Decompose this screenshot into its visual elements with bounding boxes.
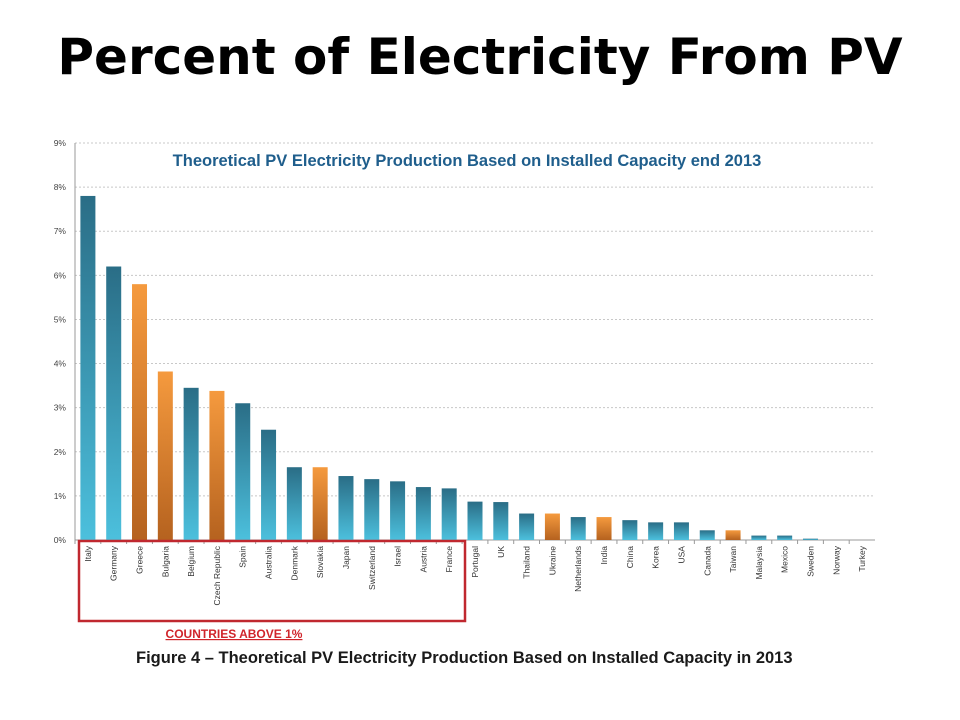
x-tick-label: Norway (831, 545, 841, 575)
bar-czech-republic (209, 390, 225, 540)
y-tick-label: 2% (54, 447, 67, 457)
bar-france (441, 488, 457, 540)
bar-switzerland (364, 479, 380, 540)
x-tick-label: Portugal (470, 546, 480, 578)
bar-taiwan (725, 530, 741, 540)
bar-belgium (183, 387, 199, 540)
y-tick-label: 8% (54, 182, 67, 192)
bar-greece (132, 284, 148, 540)
x-tick-label: Switzerland (367, 546, 377, 590)
x-tick-label: Austria (418, 546, 428, 573)
countries-above-annotation: COUNTRIES ABOVE 1% (166, 627, 303, 641)
bar-china (622, 520, 638, 540)
y-tick-label: 3% (54, 403, 67, 413)
y-tick-label: 9% (54, 138, 67, 148)
x-tick-label: Ukraine (547, 546, 557, 576)
bar-spain (235, 403, 251, 540)
bar-india (596, 517, 612, 540)
bar-bulgaria (157, 371, 173, 540)
x-tick-label: Italy (83, 545, 93, 561)
bar-ukraine (544, 513, 560, 540)
bar-thailand (519, 513, 535, 540)
bar-usa (673, 522, 689, 540)
x-tick-label: USA (676, 546, 686, 564)
x-tick-label: Malaysia (754, 546, 764, 580)
bar-netherlands (570, 517, 586, 540)
x-tick-label: India (599, 546, 609, 565)
x-tick-label: Netherlands (573, 546, 583, 592)
gridlines (74, 142, 875, 544)
x-tick-label: Australia (264, 546, 274, 579)
bar-italy (80, 195, 96, 540)
y-tick-label: 5% (54, 314, 67, 324)
chart-title: Theoretical PV Electricity Production Ba… (173, 152, 762, 170)
x-tick-label: Czech Republic (212, 545, 222, 605)
bar-mexico (777, 535, 793, 540)
x-tick-label: Israel (393, 546, 403, 567)
bars (80, 195, 818, 540)
bar-israel (390, 481, 406, 540)
bar-germany (106, 266, 122, 540)
bar-austria (415, 487, 431, 540)
x-tick-label: Thailand (522, 546, 532, 579)
x-tick-label: UK (496, 546, 506, 558)
x-tick-label: Denmark (289, 545, 299, 580)
highlight-box (77, 539, 467, 623)
x-tick-label: Japan (341, 546, 351, 569)
y-tick-label: 7% (54, 226, 67, 236)
x-tick-label: Turkey (857, 545, 867, 571)
bar-korea (648, 522, 664, 540)
x-tick-label: Sweden (805, 546, 815, 577)
figure-caption: Figure 4 – Theoretical PV Electricity Pr… (136, 649, 793, 667)
y-tick-label: 4% (54, 359, 67, 369)
slide-title: Percent of Electricity From PV (57, 28, 903, 86)
y-axis-ticks: 0% 1% 2% 3% 4% 5% 6% 7% 8% 9% (54, 138, 67, 545)
y-tick-label: 1% (54, 491, 67, 501)
x-tick-label: Spain (238, 546, 248, 568)
x-tick-label: Slovakia (315, 546, 325, 578)
x-tick-label: Greece (135, 546, 145, 574)
y-tick-label: 6% (54, 270, 67, 280)
bar-malaysia (751, 535, 767, 540)
bar-denmark (286, 467, 302, 540)
x-tick-label: Belgium (186, 546, 196, 577)
bar-canada (699, 530, 715, 540)
x-tick-label: Bulgaria (160, 546, 170, 577)
bar-portugal (467, 501, 483, 540)
x-tick-label: Taiwan (728, 546, 738, 573)
y-tick-label: 0% (54, 535, 67, 545)
bar-uk (493, 502, 509, 540)
x-tick-label: Korea (651, 546, 661, 569)
bar-sweden (802, 538, 818, 540)
x-tick-label: Germany (109, 545, 119, 581)
x-tick-label: Canada (702, 546, 712, 576)
x-tick-label: China (625, 546, 635, 568)
bar-slovakia (312, 467, 328, 540)
bar-australia (261, 429, 277, 540)
x-tick-label: France (444, 546, 454, 573)
x-tick-label: Mexico (780, 546, 790, 573)
x-axis-labels: Italy Germany Greece Bulgaria Belgium Czech R… (83, 545, 867, 605)
bar-japan (338, 476, 354, 540)
